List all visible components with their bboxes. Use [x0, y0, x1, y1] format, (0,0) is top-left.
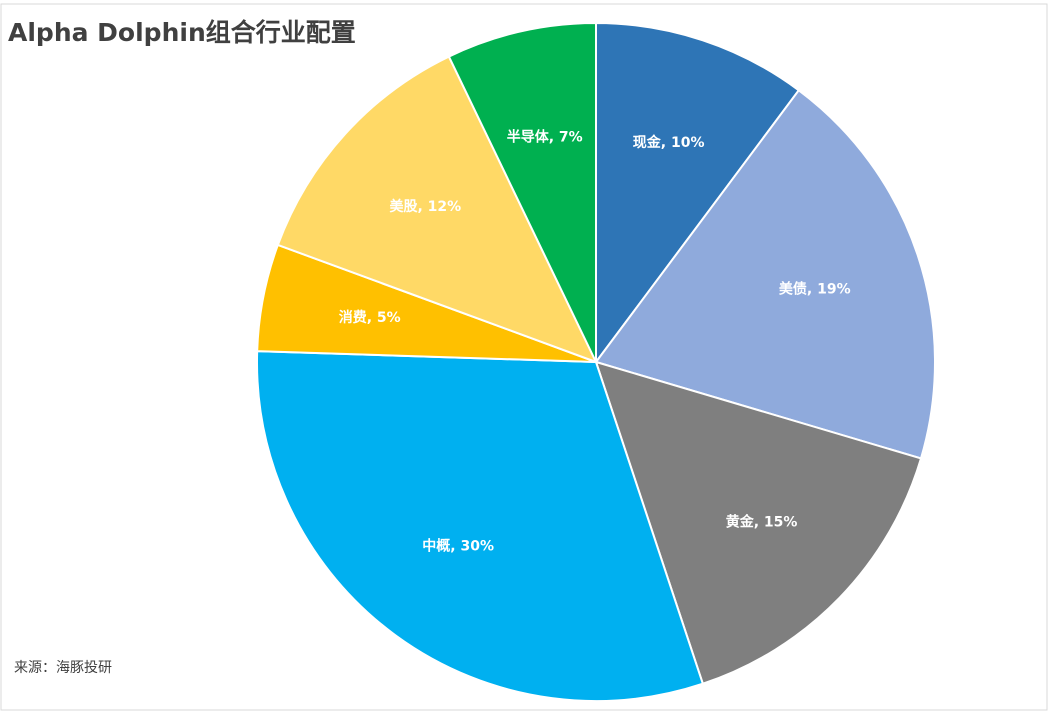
- data-label: 消费, 5%: [339, 309, 401, 326]
- pie-slice: [594, 88, 936, 460]
- data-label: 半导体, 7%: [507, 128, 583, 145]
- pie: 现金, 10% 美债, 19% 黄金, 15% 中概, 30% 消费, 5% 美股, 12…: [256, 21, 936, 702]
- source-note: 来源：海豚投研: [14, 660, 112, 676]
- data-label: 黄金, 15%: [726, 513, 798, 530]
- chart-title: Alpha Dolphin组合行业配置: [8, 18, 356, 47]
- data-label: 美债, 19%: [779, 280, 851, 297]
- pie-slice: [256, 350, 705, 702]
- pie-slice: [447, 21, 597, 363]
- data-label: 美股, 12%: [389, 198, 461, 215]
- data-label: 现金, 10%: [633, 134, 705, 151]
- pie-slice: [276, 55, 598, 364]
- pie-slice: [594, 360, 923, 685]
- data-label: 中概, 30%: [422, 538, 494, 555]
- pie-slice: [595, 21, 801, 366]
